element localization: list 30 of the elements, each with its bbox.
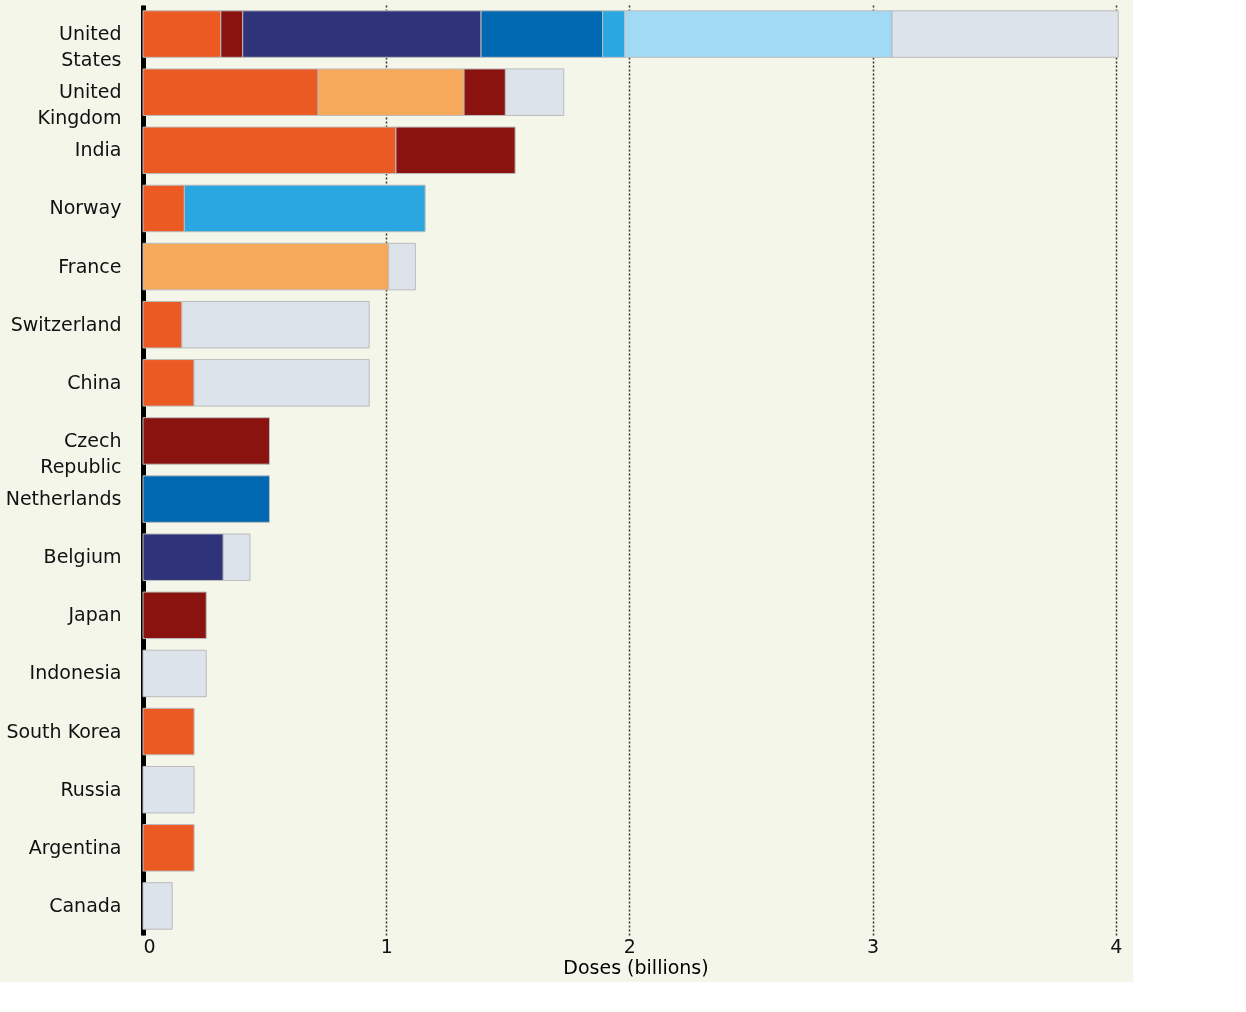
bar [142, 591, 207, 640]
y-tick-label: Japan [67, 603, 122, 626]
y-tick-label: France [58, 254, 122, 277]
y-tick-label: Switzerland [10, 312, 122, 335]
bar [142, 475, 270, 523]
y-tick-label: Belgium [43, 545, 122, 568]
x-tick-label: 0 [143, 934, 156, 957]
bar [142, 765, 195, 814]
x-axis-title: Doses (billions) [563, 955, 709, 978]
y-tick-label: Czech Republic [40, 428, 122, 477]
y-tick-label: United States [59, 22, 122, 71]
x-tick-label: 2 [623, 934, 636, 957]
bar [142, 417, 270, 465]
y-tick-label: South Korea [6, 719, 122, 742]
x-tick-label: 4 [1110, 934, 1123, 957]
y-tick-label: Canada [49, 893, 122, 916]
x-tick-label: 1 [380, 934, 393, 957]
y-tick-label: Russia [60, 777, 122, 800]
bar [142, 649, 207, 698]
y-tick-label: Argentina [28, 835, 122, 858]
bar [142, 882, 173, 930]
x-tick-label: 3 [867, 934, 880, 957]
y-tick-label: India [74, 138, 122, 161]
y-tick-label: United Kingdom [37, 80, 122, 129]
y-tick-label: Indonesia [29, 661, 122, 684]
bar [142, 824, 195, 872]
bar [142, 707, 195, 756]
y-tick-label: Netherlands [5, 487, 122, 510]
y-tick-label: Norway [49, 196, 122, 219]
y-tick-label: China [67, 370, 122, 393]
